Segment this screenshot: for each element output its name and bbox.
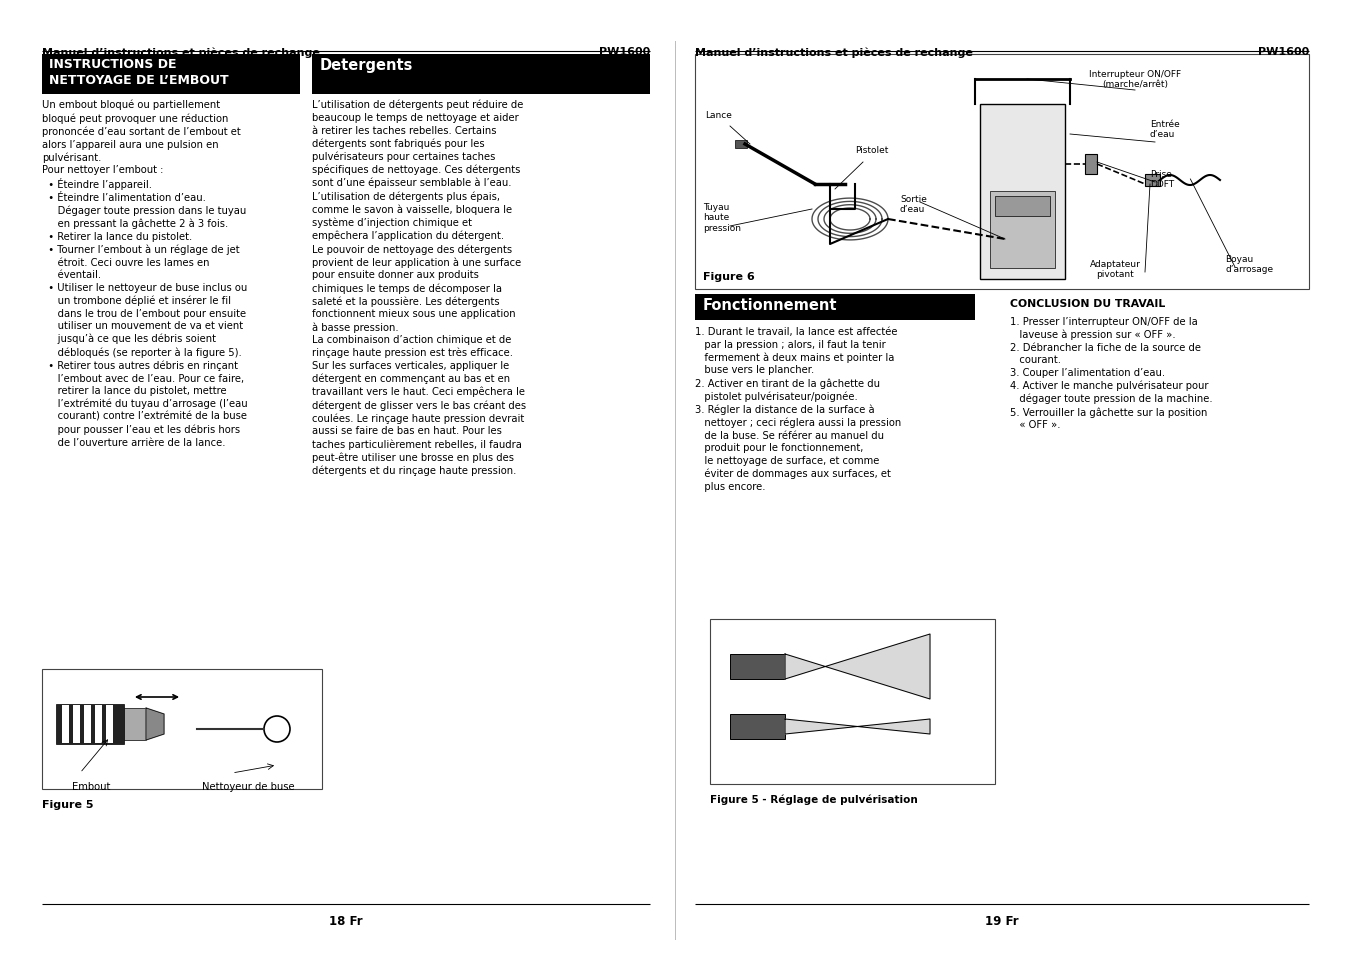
Text: Manuel d’instructions et pièces de rechange: Manuel d’instructions et pièces de recha… <box>42 47 320 57</box>
Text: Figure 5: Figure 5 <box>42 800 93 809</box>
Text: Adaptateur
pivotant: Adaptateur pivotant <box>1089 260 1140 279</box>
Bar <box>979 105 1065 280</box>
Bar <box>730 655 785 679</box>
Bar <box>62 705 69 743</box>
Text: Fonctionnement: Fonctionnement <box>703 297 838 313</box>
Text: Tuyau
haute
pression: Tuyau haute pression <box>703 203 740 233</box>
Bar <box>73 705 80 743</box>
Text: Boyau
d’arrosage: Boyau d’arrosage <box>1225 254 1273 274</box>
Polygon shape <box>146 708 163 740</box>
Polygon shape <box>785 635 929 700</box>
Text: Prise
DDFT: Prise DDFT <box>1150 170 1174 190</box>
Text: PW1600: PW1600 <box>598 47 650 57</box>
Text: L’utilisation de détergents peut réduire de
beaucoup le temps de nettoyage et ai: L’utilisation de détergents peut réduire… <box>312 100 526 476</box>
Bar <box>1146 174 1161 187</box>
Bar <box>994 196 1050 216</box>
Text: 1. Presser l’interrupteur ON/OFF de la
   laveuse à pression sur « OFF ».
2. Déb: 1. Presser l’interrupteur ON/OFF de la l… <box>1011 316 1213 430</box>
Text: Embout: Embout <box>72 781 111 791</box>
Polygon shape <box>785 720 929 734</box>
Bar <box>694 55 1309 290</box>
Text: Sortie
d’eau: Sortie d’eau <box>900 194 927 214</box>
Bar <box>42 669 322 789</box>
Bar <box>694 294 975 320</box>
Text: Interrupteur ON/OFF
(marche/arrêt): Interrupteur ON/OFF (marche/arrêt) <box>1089 70 1181 90</box>
Circle shape <box>263 717 290 742</box>
Bar <box>124 708 146 740</box>
Text: INSTRUCTIONS DE
NETTOYAGE DE L’EMBOUT: INSTRUCTIONS DE NETTOYAGE DE L’EMBOUT <box>49 58 228 87</box>
Text: 1. Durant le travail, la lance est affectée
   par la pression ; alors, il faut : 1. Durant le travail, la lance est affec… <box>694 327 901 491</box>
Text: Nettoyeur de buse: Nettoyeur de buse <box>203 781 295 791</box>
Text: Figure 5 - Réglage de pulvérisation: Figure 5 - Réglage de pulvérisation <box>711 794 917 804</box>
Text: Un embout bloqué ou partiellement
bloqué peut provoquer une réduction
prononcée : Un embout bloqué ou partiellement bloqué… <box>42 100 247 447</box>
Text: Manuel d’instructions et pièces de rechange: Manuel d’instructions et pièces de recha… <box>694 47 973 57</box>
Text: CONCLUSION DU TRAVAIL: CONCLUSION DU TRAVAIL <box>1011 298 1166 309</box>
Bar <box>42 55 300 95</box>
Text: Lance: Lance <box>705 111 732 120</box>
Bar <box>105 705 113 743</box>
Bar <box>711 619 994 784</box>
Bar <box>84 705 91 743</box>
Text: Detergents: Detergents <box>320 58 413 73</box>
Bar <box>735 141 747 149</box>
Bar <box>1085 154 1097 174</box>
Text: Entrée
d’eau: Entrée d’eau <box>1150 120 1179 139</box>
Text: Pistolet: Pistolet <box>855 146 889 154</box>
Bar <box>990 192 1055 269</box>
Text: PW1600: PW1600 <box>1258 47 1309 57</box>
Bar <box>95 705 101 743</box>
Text: 19 Fr: 19 Fr <box>985 914 1019 927</box>
Bar <box>55 704 124 744</box>
Bar <box>312 55 650 95</box>
Text: Figure 6: Figure 6 <box>703 272 755 282</box>
Bar <box>730 714 785 740</box>
Text: 18 Fr: 18 Fr <box>330 914 363 927</box>
